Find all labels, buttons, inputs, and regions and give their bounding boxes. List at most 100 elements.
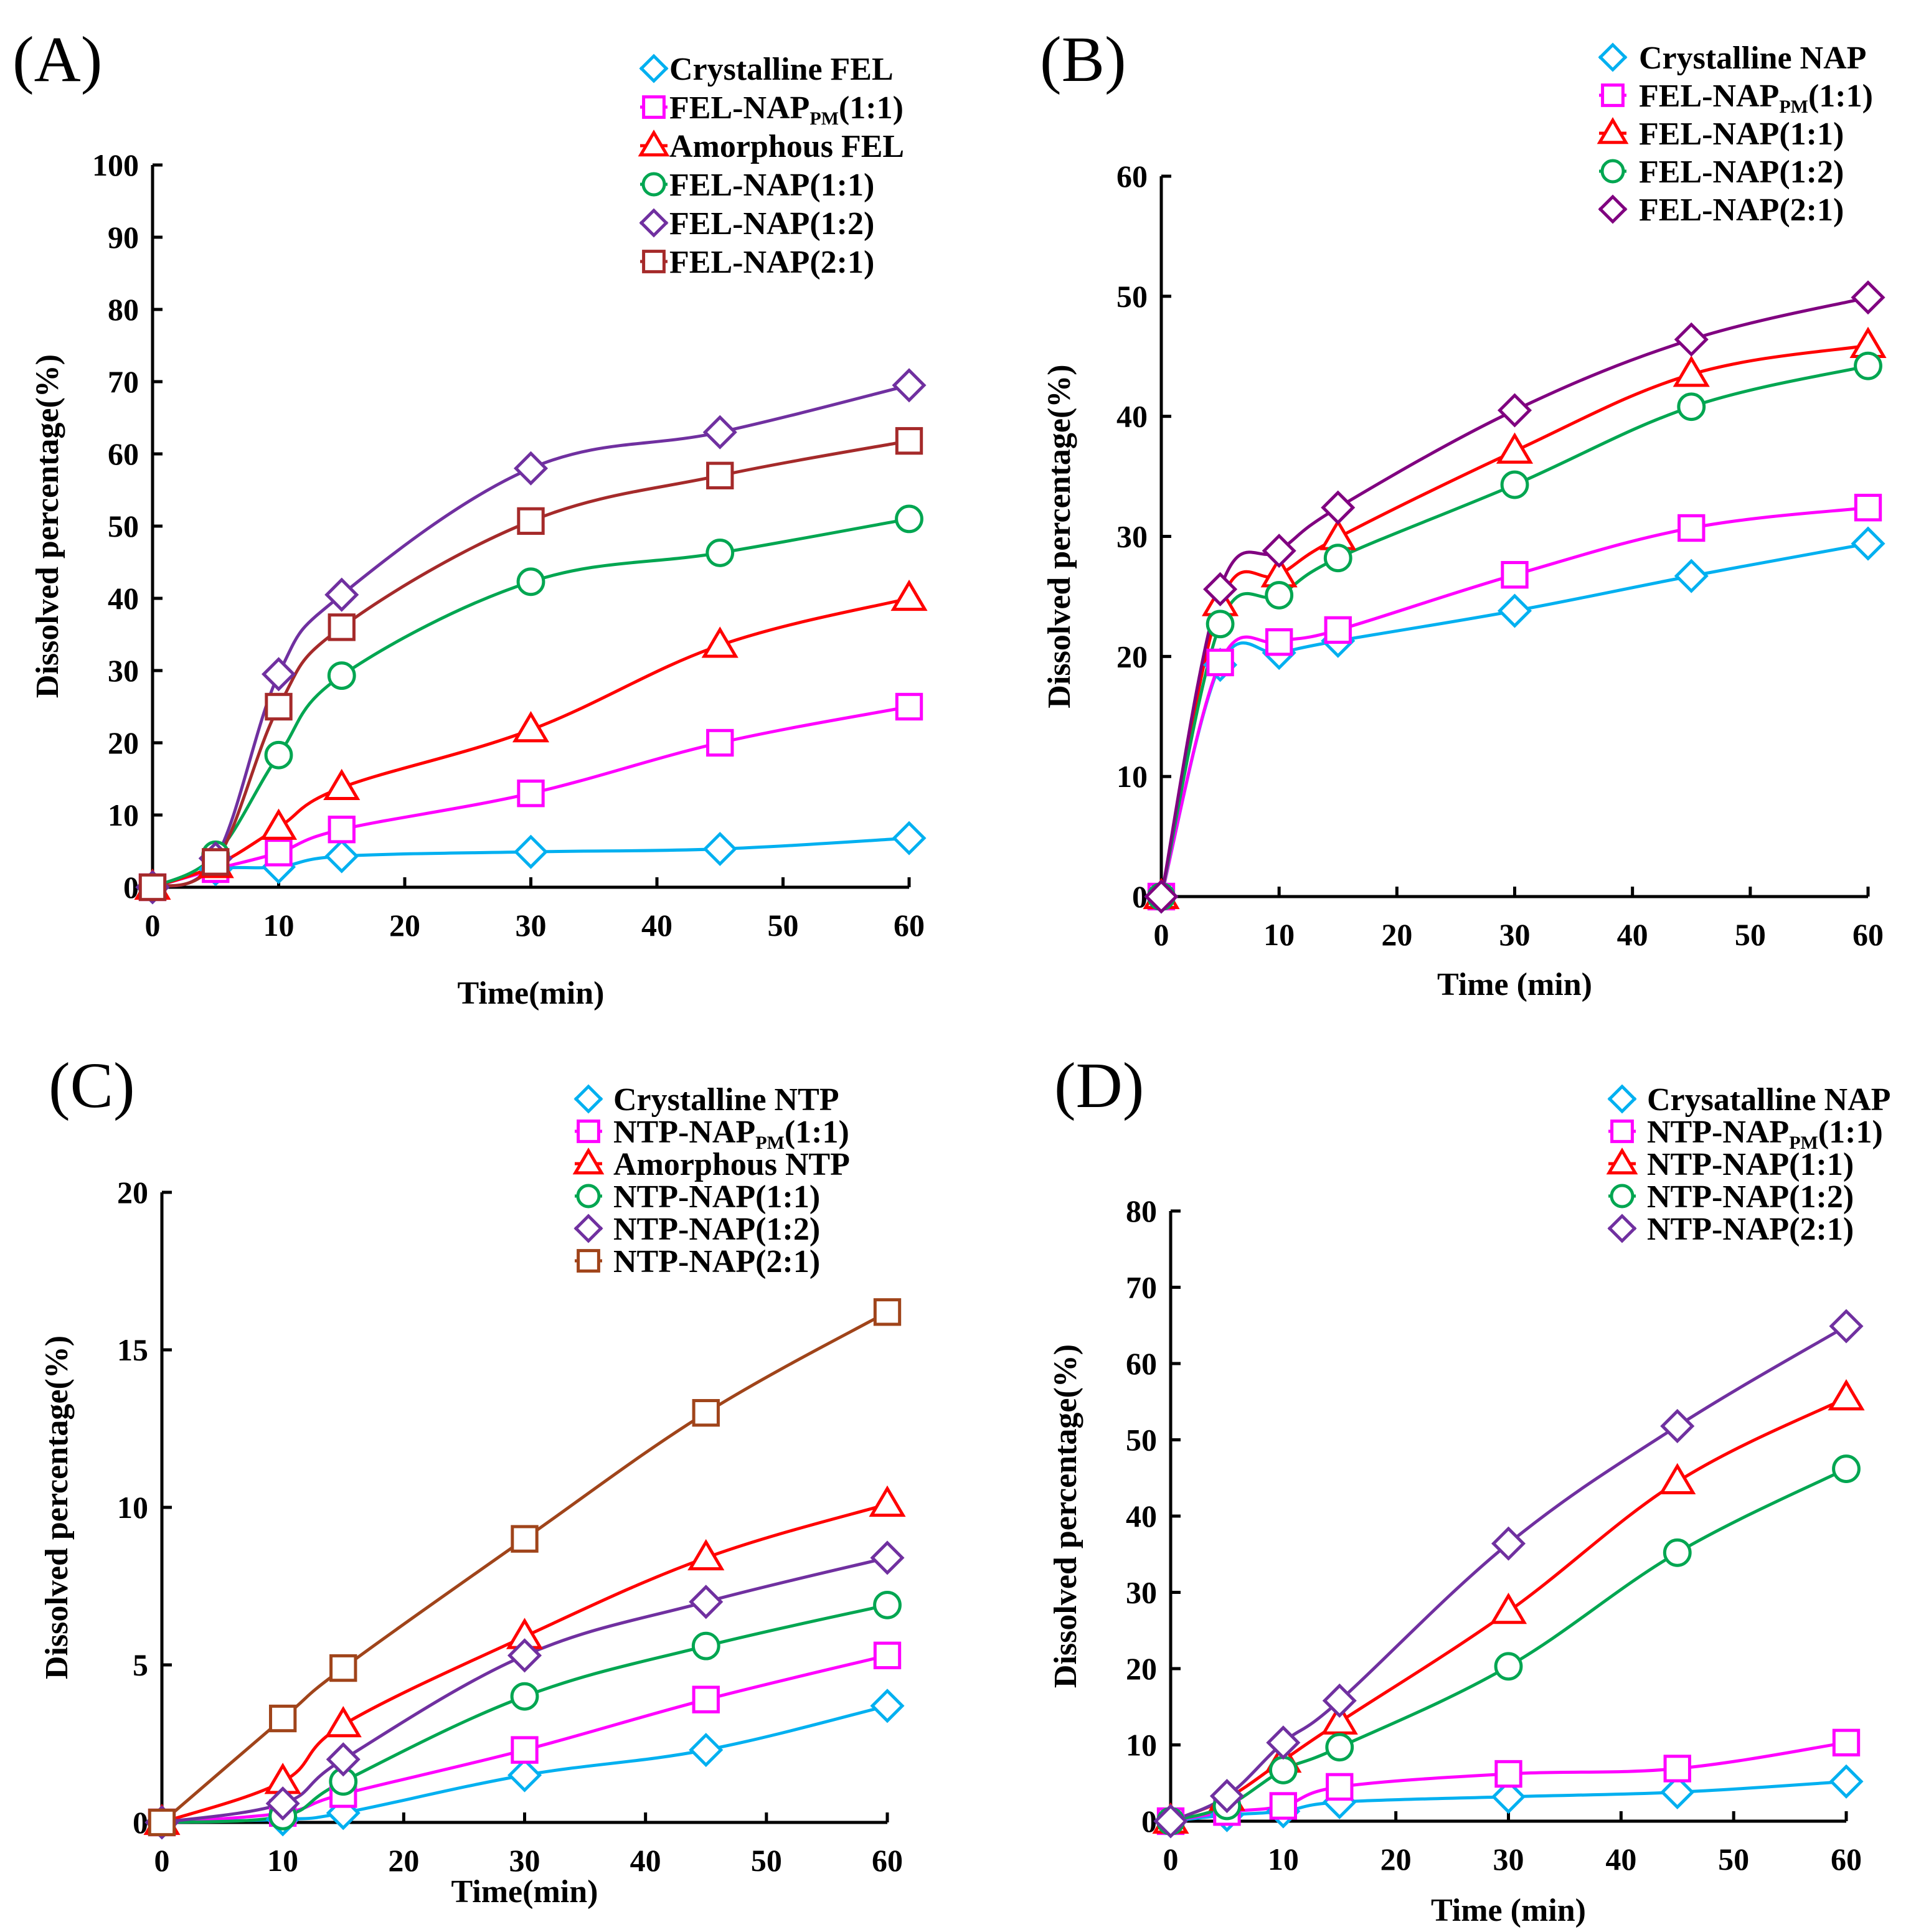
data-point [1501, 561, 1529, 589]
data-point [692, 1685, 720, 1713]
data-point [265, 839, 293, 867]
data-point [701, 626, 739, 658]
data-point [517, 507, 545, 535]
panel-letter: (D) [1054, 1050, 1144, 1121]
data-point [1494, 1652, 1523, 1681]
panel-letter: (A) [12, 24, 102, 95]
x-tick-label: 20 [1380, 1842, 1412, 1877]
legend-entry: NTP-NAP(1:1) [1606, 1147, 1854, 1182]
legend-label-main: FEL-NAP [669, 90, 809, 126]
data-point [1663, 1538, 1692, 1567]
data-point [268, 1704, 297, 1733]
data-point [873, 1590, 902, 1619]
data-point [892, 368, 927, 403]
legend-entry: Crystalline NAP [1598, 40, 1866, 76]
legend-marker [1610, 1119, 1634, 1143]
data-point [507, 1638, 542, 1673]
legend-marker [1606, 1147, 1638, 1175]
data-point [1660, 1408, 1695, 1443]
legend-marker [642, 250, 666, 273]
x-tick-label: 50 [1735, 917, 1766, 952]
y-tick-label: 90 [108, 220, 139, 255]
legend-label-main: NTP-NAP(2:1) [613, 1244, 820, 1279]
data-point [1494, 1760, 1522, 1788]
legend-label-main: FEL-NAP(1:1) [1639, 116, 1844, 152]
data-point [507, 1758, 542, 1793]
series-line [1170, 1467, 1848, 1823]
data-point [1321, 490, 1356, 525]
data-point [692, 1399, 720, 1427]
legend-label: FEL-NAP(1:1) [1639, 116, 1844, 152]
x-tick-label: 0 [145, 908, 161, 943]
data-point [1663, 1755, 1691, 1783]
data-point [1491, 1526, 1526, 1561]
y-tick-label: 40 [1126, 1499, 1157, 1534]
data-point [1497, 593, 1532, 628]
data-point [1266, 1725, 1301, 1760]
x-tick-label: 20 [1381, 917, 1412, 952]
legend-entry: Crystalline NTP [573, 1082, 839, 1118]
data-point [138, 873, 167, 902]
data-point [1851, 280, 1885, 315]
series-line [1169, 1324, 1848, 1823]
legend-label-main: FEL-NAP(2:1) [669, 245, 874, 280]
legend-label: NTP-NAPPM(1:1) [613, 1114, 849, 1153]
legend-entry: NTP-NAP(1:2) [1608, 1179, 1854, 1215]
series-line [1170, 1396, 1848, 1823]
y-tick-label: 20 [1116, 639, 1148, 674]
legend-label-subscript: PM [1789, 1133, 1818, 1153]
legend-label-main: NTP-NAP(1:1) [1647, 1147, 1854, 1182]
data-point [1144, 879, 1179, 914]
data-point [1673, 356, 1710, 387]
data-point [265, 692, 293, 721]
data-point [895, 504, 923, 534]
legend-marker [638, 130, 670, 157]
data-point [1262, 534, 1296, 568]
data-point [691, 1631, 720, 1661]
data-point [323, 768, 361, 801]
legend-label-subscript: PM [809, 108, 839, 129]
legend-label: FEL-NAP(1:2) [1639, 154, 1844, 190]
legend-entry: FEL-NAP(1:1) [640, 167, 874, 203]
legend-label-main: FEL-NAP(1:2) [669, 206, 874, 242]
data-point [1265, 628, 1293, 656]
legend-entry: Amorphous FEL [638, 129, 904, 164]
legend-label: NTP-NAP(1:1) [1647, 1147, 1854, 1182]
data-point [702, 415, 737, 450]
y-tick-label: 100 [92, 148, 139, 182]
y-tick-label: 20 [117, 1175, 148, 1210]
data-point [324, 839, 359, 874]
legend-marker [577, 1249, 600, 1273]
legend-label-main: Amorphous NTP [613, 1147, 850, 1182]
data-point [1674, 322, 1709, 357]
legend-label: Crystalline NTP [613, 1082, 839, 1118]
legend-label: NTP-NAP(2:1) [613, 1244, 820, 1279]
legend-entry: FEL-NAP(1:2) [1599, 154, 1844, 190]
data-point [1206, 648, 1234, 677]
data-point [1326, 1773, 1354, 1801]
data-point [513, 451, 549, 486]
legend-label: NTP-NAP(2:1) [1647, 1212, 1854, 1247]
data-point [1209, 1779, 1244, 1814]
x-axis-title: Time (min) [1431, 1893, 1586, 1928]
data-point [1677, 392, 1706, 422]
data-point [1269, 1792, 1298, 1820]
legend-entry: NTP-NAP(2:1) [1607, 1212, 1854, 1247]
legend-label-tail: (1:1) [839, 90, 904, 126]
legend-entry: Crysatalline NAP [1607, 1082, 1890, 1118]
data-point [706, 461, 734, 489]
data-point [265, 1786, 300, 1821]
x-tick-label: 10 [1263, 917, 1295, 952]
data-point [329, 1654, 357, 1682]
data-point [327, 661, 356, 690]
legend-entry: NTP-NAPPM(1:1) [575, 1114, 849, 1153]
legend-entry: FEL-NAP(2:1) [1598, 192, 1844, 228]
data-point [1489, 1592, 1527, 1624]
data-point [1323, 544, 1352, 573]
x-tick-label: 60 [1852, 917, 1884, 952]
x-tick-label: 40 [1617, 917, 1648, 952]
data-point [870, 1689, 905, 1723]
legend-entry: FEL-NAPPM(1:1) [640, 90, 904, 129]
